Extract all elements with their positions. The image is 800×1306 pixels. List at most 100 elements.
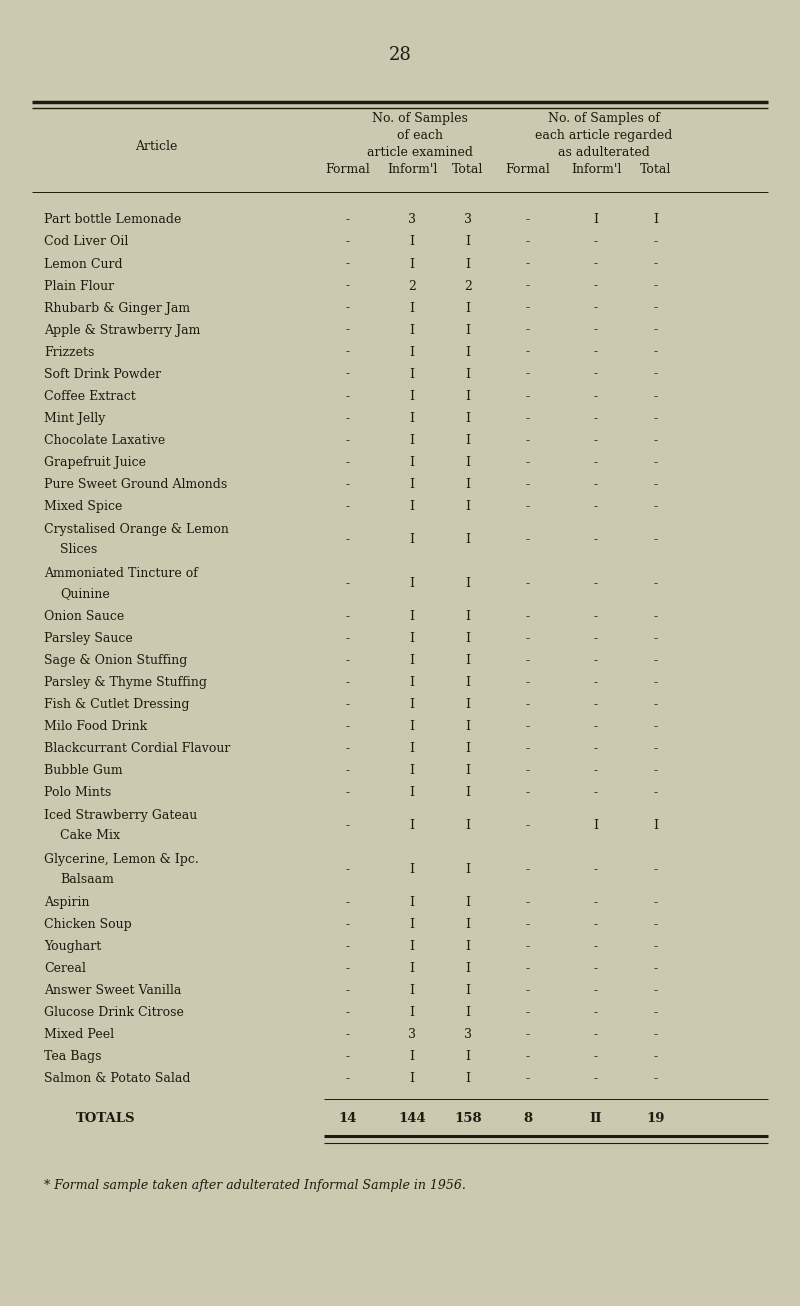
- Text: I: I: [410, 1072, 414, 1085]
- Text: -: -: [594, 434, 598, 447]
- Text: -: -: [526, 918, 530, 931]
- Text: Cereal: Cereal: [44, 963, 86, 976]
- Text: I: I: [466, 324, 470, 337]
- Text: Fish & Cutlet Dressing: Fish & Cutlet Dressing: [44, 697, 190, 710]
- Text: -: -: [594, 577, 598, 590]
- Text: Apple & Strawberry Jam: Apple & Strawberry Jam: [44, 324, 200, 337]
- Text: Cod Liver Oil: Cod Liver Oil: [44, 235, 128, 248]
- Text: Part bottle Lemonade: Part bottle Lemonade: [44, 213, 182, 226]
- Text: -: -: [526, 500, 530, 513]
- Text: -: -: [654, 1028, 658, 1041]
- Text: -: -: [594, 257, 598, 270]
- Text: -: -: [594, 896, 598, 909]
- Text: -: -: [346, 213, 350, 226]
- Text: -: -: [654, 533, 658, 546]
- Text: -: -: [654, 1072, 658, 1085]
- Text: Iced Strawberry Gateau: Iced Strawberry Gateau: [44, 810, 198, 821]
- Text: -: -: [654, 963, 658, 976]
- Text: I: I: [410, 257, 414, 270]
- Text: I: I: [410, 896, 414, 909]
- Text: -: -: [526, 324, 530, 337]
- Text: each article regarded: each article regarded: [535, 129, 673, 142]
- Text: I: I: [410, 764, 414, 777]
- Text: I: I: [410, 302, 414, 315]
- Text: Bubble Gum: Bubble Gum: [44, 764, 122, 777]
- Text: -: -: [594, 346, 598, 359]
- Text: I: I: [466, 434, 470, 447]
- Text: I: I: [410, 367, 414, 380]
- Text: I: I: [466, 533, 470, 546]
- Text: -: -: [594, 279, 598, 293]
- Text: -: -: [526, 235, 530, 248]
- Text: -: -: [346, 918, 350, 931]
- Text: -: -: [526, 786, 530, 799]
- Text: -: -: [654, 720, 658, 733]
- Text: -: -: [594, 764, 598, 777]
- Text: Article: Article: [135, 141, 177, 153]
- Text: -: -: [654, 697, 658, 710]
- Text: -: -: [346, 610, 350, 623]
- Text: I: I: [466, 963, 470, 976]
- Text: I: I: [410, 786, 414, 799]
- Text: Frizzets: Frizzets: [44, 346, 94, 359]
- Text: -: -: [654, 346, 658, 359]
- Text: -: -: [594, 610, 598, 623]
- Text: -: -: [526, 346, 530, 359]
- Text: Inform'l: Inform'l: [571, 163, 621, 176]
- Text: -: -: [526, 456, 530, 469]
- Text: -: -: [594, 654, 598, 667]
- Text: -: -: [594, 918, 598, 931]
- Text: Soft Drink Powder: Soft Drink Powder: [44, 367, 161, 380]
- Text: Chocolate Laxative: Chocolate Laxative: [44, 434, 166, 447]
- Text: I: I: [410, 324, 414, 337]
- Text: I: I: [410, 632, 414, 645]
- Text: I: I: [410, 654, 414, 667]
- Text: -: -: [594, 863, 598, 876]
- Text: TOTALS: TOTALS: [76, 1111, 135, 1124]
- Text: -: -: [654, 324, 658, 337]
- Text: -: -: [654, 500, 658, 513]
- Text: -: -: [346, 742, 350, 755]
- Text: No. of Samples: No. of Samples: [372, 112, 468, 125]
- Text: -: -: [654, 1006, 658, 1019]
- Text: -: -: [654, 985, 658, 998]
- Text: -: -: [526, 720, 530, 733]
- Text: -: -: [526, 302, 530, 315]
- Text: 158: 158: [454, 1111, 482, 1124]
- Text: Milo Food Drink: Milo Food Drink: [44, 720, 147, 733]
- Text: -: -: [346, 279, 350, 293]
- Text: -: -: [346, 1072, 350, 1085]
- Text: I: I: [466, 478, 470, 491]
- Text: -: -: [346, 478, 350, 491]
- Text: -: -: [654, 367, 658, 380]
- Text: I: I: [410, 411, 414, 424]
- Text: Salmon & Potato Salad: Salmon & Potato Salad: [44, 1072, 190, 1085]
- Text: Grapefruit Juice: Grapefruit Juice: [44, 456, 146, 469]
- Text: -: -: [594, 235, 598, 248]
- Text: Sage & Onion Stuffing: Sage & Onion Stuffing: [44, 654, 187, 667]
- Text: I: I: [466, 940, 470, 953]
- Text: I: I: [466, 918, 470, 931]
- Text: -: -: [594, 720, 598, 733]
- Text: -: -: [526, 213, 530, 226]
- Text: I: I: [466, 456, 470, 469]
- Text: -: -: [526, 1050, 530, 1063]
- Text: Pure Sweet Ground Almonds: Pure Sweet Ground Almonds: [44, 478, 227, 491]
- Text: I: I: [466, 389, 470, 402]
- Text: I: I: [410, 456, 414, 469]
- Text: -: -: [654, 764, 658, 777]
- Text: -: -: [594, 411, 598, 424]
- Text: I: I: [410, 478, 414, 491]
- Text: -: -: [526, 1072, 530, 1085]
- Text: -: -: [654, 434, 658, 447]
- Text: -: -: [594, 302, 598, 315]
- Text: -: -: [594, 677, 598, 688]
- Text: -: -: [346, 235, 350, 248]
- Text: -: -: [346, 302, 350, 315]
- Text: Onion Sauce: Onion Sauce: [44, 610, 124, 623]
- Text: Ammoniated Tincture of: Ammoniated Tincture of: [44, 567, 198, 580]
- Text: -: -: [654, 632, 658, 645]
- Text: -: -: [594, 786, 598, 799]
- Text: -: -: [594, 456, 598, 469]
- Text: Glucose Drink Citrose: Glucose Drink Citrose: [44, 1006, 184, 1019]
